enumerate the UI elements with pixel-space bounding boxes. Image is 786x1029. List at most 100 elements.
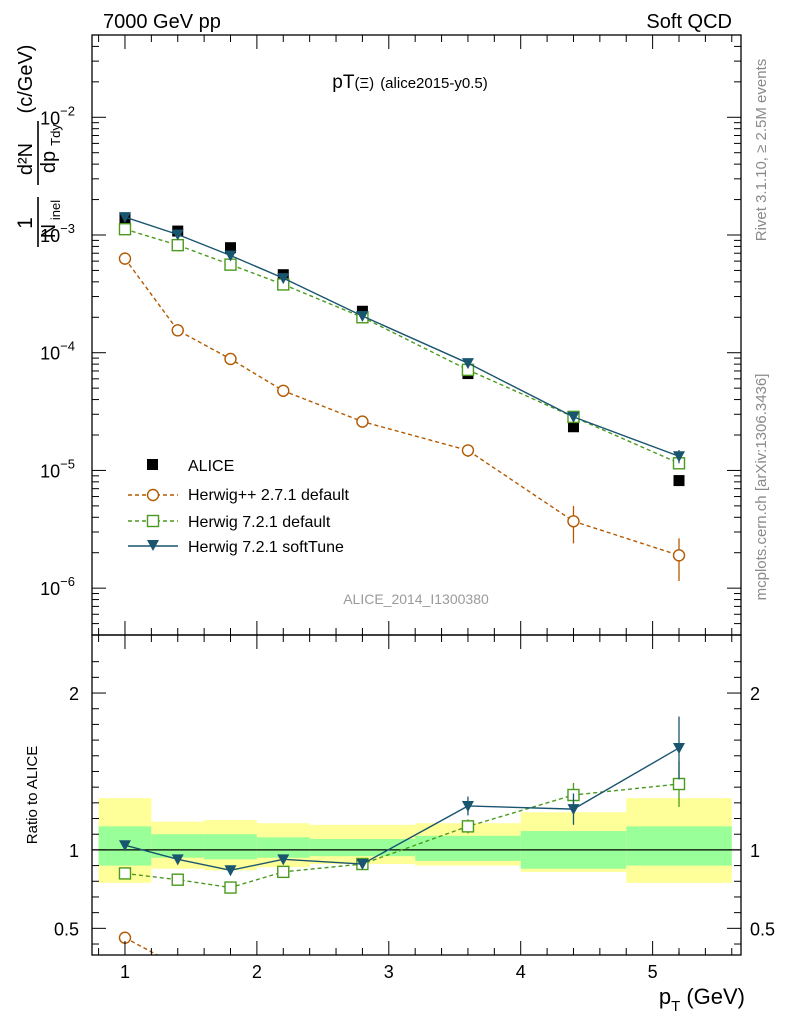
marker-ratio-herwig721-5 xyxy=(461,820,475,833)
ytick-base: 10 xyxy=(40,461,60,481)
x-axis-p: p xyxy=(659,984,671,1009)
marker-ratio-softtune-3 xyxy=(277,854,290,866)
marker-main-softtune-4 xyxy=(356,311,369,323)
y-title-denom1: N xyxy=(38,224,60,238)
legend-entry-alice: ALICE xyxy=(147,458,234,475)
xtick-label-4: 4 xyxy=(516,962,526,982)
ratio-series-herwigpp xyxy=(118,931,685,971)
header-right: Soft QCD xyxy=(646,11,732,33)
xtick-label-5: 5 xyxy=(648,962,658,982)
marker-ratio-softtune-0 xyxy=(118,840,131,852)
alice-point-7 xyxy=(673,475,685,487)
y-title-num: d²N xyxy=(15,143,37,175)
y-title-denom2: dp xyxy=(38,151,60,173)
marker-main-herwig721-1 xyxy=(171,238,184,252)
legend-marker-herwigpp xyxy=(146,488,160,502)
marker-ratio-herwig721-3 xyxy=(277,865,290,879)
legend-entry-herwigpp: Herwig++ 2.7.1 default xyxy=(128,487,350,504)
ratio-tick-label-left-1: 1 xyxy=(69,841,79,861)
marker-main-softtune-1 xyxy=(171,229,184,241)
marker-ratio-herwigpp-1 xyxy=(172,960,183,971)
marker-main-softtune-3 xyxy=(277,273,290,285)
ratio-y-axis-title: Ratio to ALICE xyxy=(24,746,41,844)
marker-ratio-softtune-7 xyxy=(673,742,686,754)
marker-ratio-herwigpp-7 xyxy=(674,960,685,971)
ratio-tick-label-right-2: 2 xyxy=(750,684,760,704)
legend-label-herwig721: Herwig 7.2.1 default xyxy=(188,514,331,531)
legend-marker-alice xyxy=(147,459,158,470)
band-inner-1 xyxy=(151,834,205,858)
legend-label-herwigpp: Herwig++ 2.7.1 default xyxy=(188,487,350,504)
x-axis-sub: T xyxy=(671,998,680,1015)
marker-main-herwigpp-5 xyxy=(461,444,475,457)
xtick-label-2: 2 xyxy=(252,962,262,982)
ytick-exponent: −2 xyxy=(60,103,75,118)
ytick-base: 10 xyxy=(40,108,60,128)
legend-marker-herwig721 xyxy=(146,514,160,528)
marker-ratio-softtune-1 xyxy=(171,854,184,866)
uncertainty-bands xyxy=(98,798,732,883)
ytick-exponent: −5 xyxy=(60,456,75,471)
marker-main-softtune-6 xyxy=(567,411,580,423)
ratio-panel-frame xyxy=(91,634,742,956)
ytick-exponent: −4 xyxy=(60,339,75,354)
marker-ratio-herwig721-7 xyxy=(672,777,686,791)
plot-title-main: pT xyxy=(332,72,355,93)
ratio-series-softtune xyxy=(118,716,686,877)
analysis-watermark: ALICE_2014_I1300380 xyxy=(343,591,489,607)
y-title-one: 1 xyxy=(14,217,37,229)
band-inner-3 xyxy=(256,837,310,858)
plot-title: pT(Ξ) (alice2015-y0.5) xyxy=(332,72,488,93)
line-ratio-herwig721 xyxy=(124,783,680,889)
marker-ratio-herwig721-2 xyxy=(224,881,237,894)
marker-main-herwigpp-7 xyxy=(672,549,686,562)
alice-point-2 xyxy=(225,242,237,254)
marker-ratio-softtune-6 xyxy=(567,804,580,816)
ytick-label-main-−2: 10−2 xyxy=(40,103,75,128)
plot-title-tag: (alice2015-y0.5) xyxy=(380,75,488,92)
marker-ratio-herwigpp-4 xyxy=(357,960,368,971)
x-axis-title: pT (GeV) xyxy=(659,984,745,1015)
marker-main-herwigpp-1 xyxy=(171,324,184,337)
band-inner-4 xyxy=(309,838,416,857)
data-series xyxy=(118,212,686,971)
line-ratio-herwigpp xyxy=(124,937,159,955)
marker-ratio-herwigpp-6 xyxy=(568,960,579,971)
ytick-exponent: −6 xyxy=(60,574,75,589)
marker-main-herwigpp-6 xyxy=(567,515,580,528)
ytick-base: 10 xyxy=(40,579,60,599)
marker-ratio-softtune-5 xyxy=(461,800,474,812)
band-inner-2 xyxy=(204,834,257,860)
plot-title-xi: (Ξ) xyxy=(354,75,374,92)
y-title-unit: (c/GeV) xyxy=(15,45,37,114)
marker-ratio-herwigpp-3 xyxy=(278,960,289,971)
legend-label-softtune: Herwig 7.2.1 softTune xyxy=(188,539,344,556)
marker-ratio-herwig721-1 xyxy=(171,873,184,886)
xtick-label-3: 3 xyxy=(384,962,394,982)
line-main-herwigpp xyxy=(124,258,680,557)
band-inner-7 xyxy=(626,826,732,866)
ratio-tick-label-left-0.5: 0.5 xyxy=(54,919,79,939)
x-axis-unit: (GeV) xyxy=(686,984,745,1009)
legend-entry-softtune: Herwig 7.2.1 softTune xyxy=(128,539,344,556)
ytick-label-main-−6: 10−6 xyxy=(40,574,75,599)
legend-marker-softtune xyxy=(147,540,159,551)
y-title-denom2-sub: Tdy xyxy=(48,124,63,146)
marker-main-herwigpp-0 xyxy=(118,252,132,265)
marker-ratio-herwigpp-2 xyxy=(225,960,236,971)
main-y-axis-title: 1 N inel d²N dp Tdy (c/GeV) xyxy=(14,45,63,247)
legend: ALICE Herwig++ 2.7.1 default Herwig 7.2.… xyxy=(128,458,350,556)
marker-ratio-herwigpp-5 xyxy=(462,960,473,971)
marker-main-herwigpp-2 xyxy=(224,352,237,366)
xtick-label-1: 1 xyxy=(120,962,130,982)
ratio-tick-label-right-1: 1 xyxy=(750,841,760,861)
ytick-base: 10 xyxy=(40,226,60,246)
marker-main-softtune-7 xyxy=(673,451,686,463)
marker-main-softtune-2 xyxy=(224,250,237,262)
y-title-denom1-sub: inel xyxy=(48,200,63,220)
marker-ratio-herwig721-0 xyxy=(118,867,132,880)
marker-main-herwigpp-3 xyxy=(277,384,290,397)
marker-ratio-softtune-4 xyxy=(356,859,369,871)
